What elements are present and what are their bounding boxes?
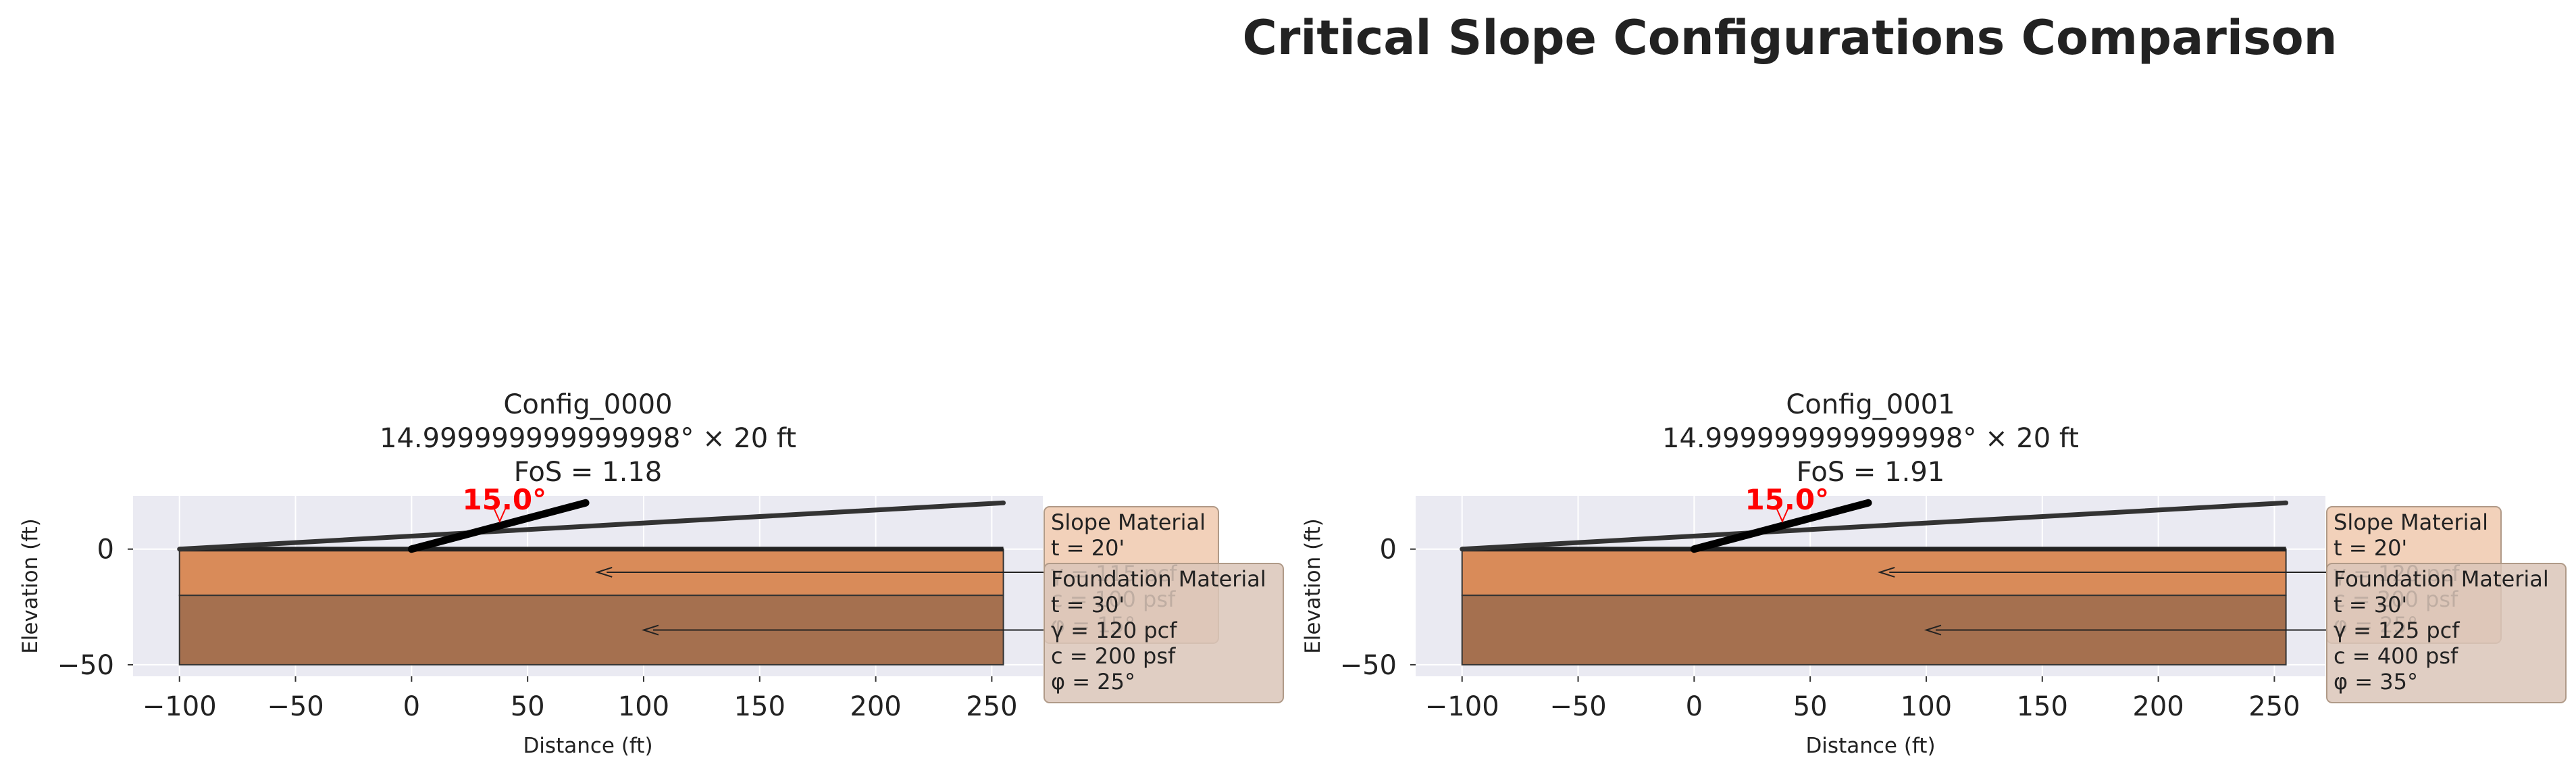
foundation-material-box <box>2326 563 2567 703</box>
panel-title-line: 14.999999999999998° × 20 ft <box>1662 423 2079 454</box>
x-axis-label: Distance (ft) <box>1805 734 1935 758</box>
annotation-arrow-head <box>594 567 613 578</box>
annotation-text-line: Slope Material <box>1051 509 1206 535</box>
annotation-text-line: t = 20' <box>2334 535 2407 561</box>
y-tick-label: −50 <box>1340 650 1397 681</box>
x-tick-label: 50 <box>511 691 545 722</box>
annotation-text-line: γ = 125 pcf <box>2334 618 2460 643</box>
panel-title-line: 14.999999999999998° × 20 ft <box>380 423 796 454</box>
annotation-text-line: c = 400 psf <box>2334 643 2458 669</box>
slope-angle-label: 15.0° <box>1745 483 1829 516</box>
panel-title-line: Config_0000 <box>503 389 672 420</box>
annotation-text-line: t = 20' <box>1051 535 1125 561</box>
x-tick-label: 100 <box>618 691 669 722</box>
x-tick-label: 250 <box>2248 691 2300 722</box>
slope-face-line <box>407 499 590 553</box>
x-tick-label: 200 <box>2132 691 2184 722</box>
slope-boundary-line <box>1460 500 2289 552</box>
panels: 15.0° −100 −50 0 50 100 150 200 250 0 −50 Distance … <box>18 389 2567 758</box>
annotation-text-line: t = 30' <box>1051 592 1125 618</box>
y-tick-label: 0 <box>1380 534 1397 566</box>
x-tick-label: 250 <box>966 691 1017 722</box>
y-axis-label: Elevation (ft) <box>1301 518 1325 654</box>
panel-title-line: Config_0001 <box>1786 389 1955 420</box>
x-tick-label: 0 <box>403 691 420 722</box>
x-tick-label: −100 <box>143 691 217 722</box>
y-axis-label: Elevation (ft) <box>18 518 43 654</box>
x-tick-label: −50 <box>1549 691 1606 722</box>
x-tick-label: −100 <box>1425 691 1499 722</box>
y-tick-label: 0 <box>97 534 114 566</box>
x-tick-label: 150 <box>2017 691 2068 722</box>
slope-boundary-line <box>177 500 1006 552</box>
annotation-arrow-head <box>641 624 659 636</box>
annotation-text-line: γ = 120 pcf <box>1051 618 1177 643</box>
x-tick-label: −50 <box>267 691 324 722</box>
annotation-text-line: Foundation Material <box>1051 566 1266 592</box>
annotation-text-line: Slope Material <box>2334 509 2488 535</box>
annotation-text-line: φ = 35° <box>2334 669 2418 695</box>
annotation-arrow-head <box>1924 624 1942 636</box>
chart-panel: 15.0° −100 −50 0 50 100 150 200 250 0 −50 Distance … <box>1301 389 2567 758</box>
annotation-text-line: t = 30' <box>2334 592 2407 618</box>
x-tick-label: 50 <box>1793 691 1828 722</box>
x-tick-label: 200 <box>850 691 901 722</box>
angle-pointer <box>1776 509 1788 524</box>
x-tick-label: 100 <box>1901 691 1952 722</box>
annotation-text-line: Foundation Material <box>2334 566 2549 592</box>
annotation-text-line: φ = 25° <box>1051 669 1135 695</box>
annotation-text-line: c = 200 psf <box>1051 643 1176 669</box>
foundation-material-box <box>1044 563 1284 703</box>
slope-face-line <box>1690 499 1872 553</box>
annotation-arrow-head <box>1877 567 1895 578</box>
angle-pointer <box>494 509 506 524</box>
panel-title-line: FoS = 1.18 <box>514 457 662 488</box>
figure-title: Critical Slope Configurations Comparison <box>1242 10 2337 66</box>
x-tick-label: 150 <box>734 691 785 722</box>
chart-panel: 15.0° −100 −50 0 50 100 150 200 250 0 −50 Distance … <box>18 389 1284 758</box>
x-tick-label: 0 <box>1686 691 1703 722</box>
y-tick-label: −50 <box>57 650 114 681</box>
panel-title-line: FoS = 1.91 <box>1797 457 1944 488</box>
slope-angle-label: 15.0° <box>462 483 546 516</box>
x-axis-label: Distance (ft) <box>523 734 652 758</box>
